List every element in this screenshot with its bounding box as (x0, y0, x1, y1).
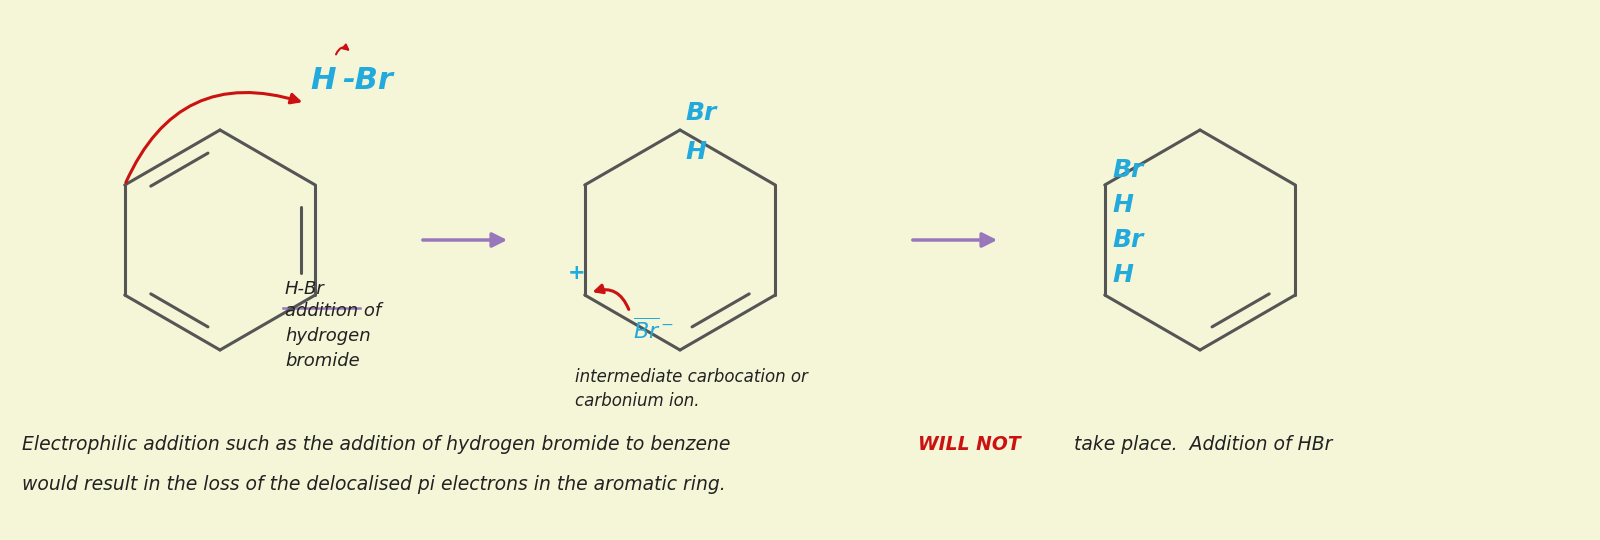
Text: H: H (1112, 193, 1134, 217)
Text: WILL NOT: WILL NOT (918, 435, 1021, 454)
Text: +: + (568, 263, 586, 283)
Text: Electrophilic addition such as the addition of hydrogen bromide to benzene: Electrophilic addition such as the addit… (22, 435, 736, 454)
Text: carbonium ion.: carbonium ion. (574, 392, 699, 410)
Text: $\mathit{\overline{Br}}^-$: $\mathit{\overline{Br}}^-$ (632, 318, 674, 343)
Text: H-Br: H-Br (285, 280, 325, 298)
Text: H: H (1112, 263, 1134, 287)
Text: addition of: addition of (285, 302, 381, 320)
Text: H: H (685, 140, 706, 164)
Text: Br: Br (1112, 158, 1144, 182)
Text: bromide: bromide (285, 352, 360, 370)
Text: Br: Br (1112, 228, 1144, 252)
Text: Br: Br (685, 101, 717, 125)
Text: would result in the loss of the delocalised pi electrons in the aromatic ring.: would result in the loss of the delocali… (22, 475, 726, 494)
Text: H: H (310, 66, 336, 95)
Text: intermediate carbocation or: intermediate carbocation or (574, 368, 808, 386)
Text: take place.  Addition of HBr: take place. Addition of HBr (1069, 435, 1333, 454)
Text: hydrogen: hydrogen (285, 327, 371, 345)
Text: -Br: -Br (342, 66, 394, 95)
